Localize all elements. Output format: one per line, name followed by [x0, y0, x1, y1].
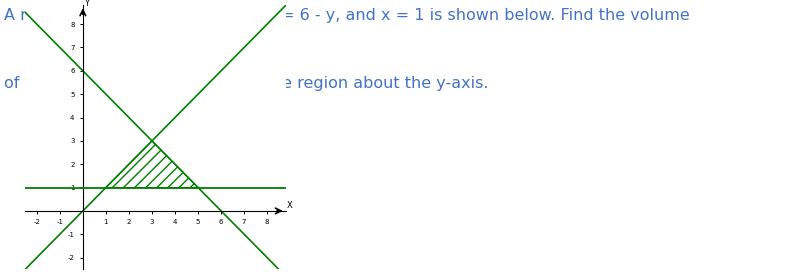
- Text: A region bounded by ƒ(y) = y, ƒ(y) = 6 - y, and x = 1 is shown below. Find the v: A region bounded by ƒ(y) = y, ƒ(y) = 6 -…: [4, 8, 690, 23]
- Text: X: X: [286, 200, 293, 209]
- Text: of the solid formed by revolving the region about the y-axis.: of the solid formed by revolving the reg…: [4, 76, 488, 91]
- Text: Y: Y: [84, 0, 89, 8]
